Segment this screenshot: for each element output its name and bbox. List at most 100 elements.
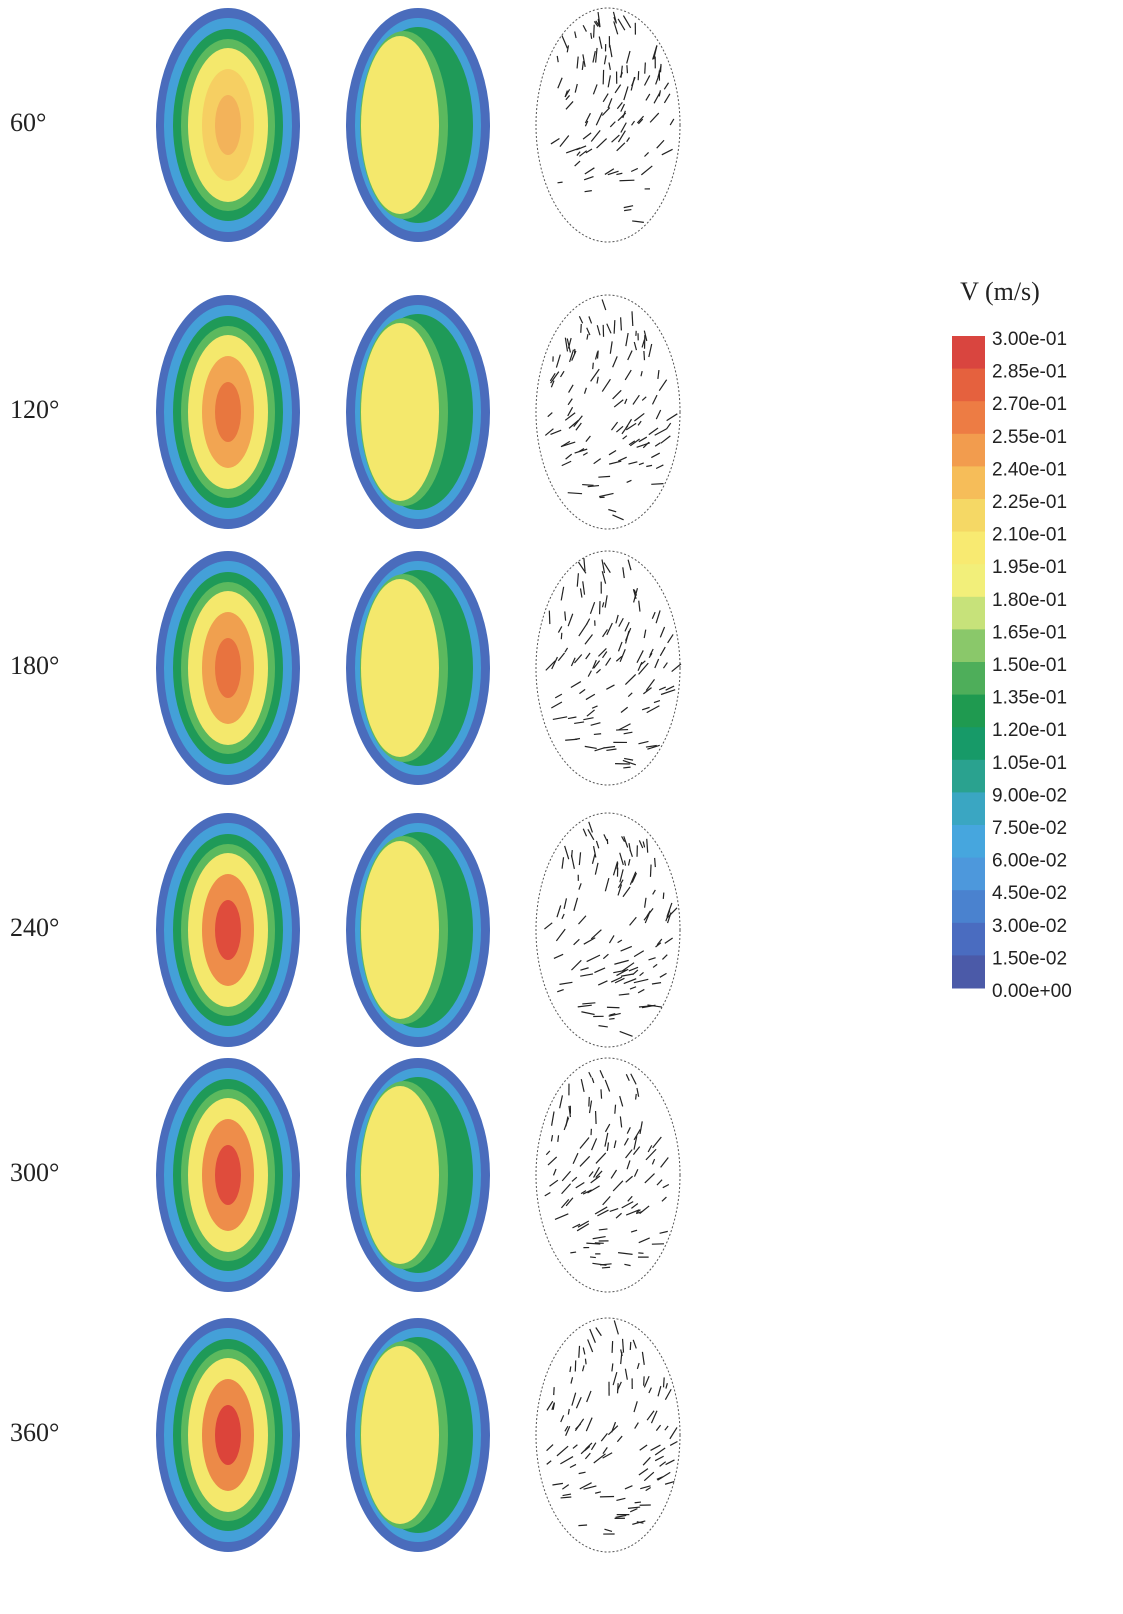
vector xyxy=(601,1089,602,1098)
vector xyxy=(617,863,618,870)
vector xyxy=(570,1366,571,1372)
vector xyxy=(651,484,663,485)
row-label: 300° xyxy=(10,1158,59,1187)
legend-title: V (m/s) xyxy=(960,277,1040,306)
colorbar-segment xyxy=(952,662,985,695)
vector xyxy=(627,65,628,73)
legend-label: 2.40e-01 xyxy=(992,459,1067,480)
vector xyxy=(596,1111,597,1124)
vector xyxy=(594,734,601,735)
colorbar-segment xyxy=(952,695,985,728)
vector xyxy=(609,1019,614,1020)
vector xyxy=(618,1383,619,1393)
legend-label: 2.55e-01 xyxy=(992,427,1067,448)
vector xyxy=(590,1257,596,1258)
legend-label: 6.00e-02 xyxy=(992,851,1067,872)
colorbar-segment xyxy=(952,760,985,793)
vector xyxy=(572,850,573,857)
vector-outline xyxy=(536,813,680,1047)
colorbar-segment xyxy=(952,792,985,825)
vector xyxy=(549,611,550,624)
vector xyxy=(558,1135,559,1142)
contour-band xyxy=(215,638,241,698)
colorbar-segment xyxy=(952,629,985,662)
colorbar-segment xyxy=(952,890,985,923)
vector xyxy=(655,858,656,867)
figure: V (m/s) 60° 120° 180° 240° 300° 360° 3.00e-01 2… xyxy=(0,0,1123,1614)
contour-band xyxy=(361,1346,439,1524)
colorbar-segment xyxy=(952,923,985,956)
vector xyxy=(594,25,595,38)
vector xyxy=(612,1341,613,1353)
legend-label: 3.00e-01 xyxy=(992,329,1067,350)
vector xyxy=(585,1359,586,1365)
row-label: 60° xyxy=(10,108,46,137)
contour-band xyxy=(361,1086,439,1264)
row-label: 120° xyxy=(10,395,59,424)
legend-label: 2.85e-01 xyxy=(992,362,1067,383)
vector xyxy=(663,893,664,899)
vector xyxy=(570,1252,576,1253)
vector xyxy=(614,320,615,334)
vector xyxy=(593,363,594,369)
contour-band xyxy=(215,1405,241,1465)
vector xyxy=(561,633,562,639)
vector xyxy=(636,1094,637,1100)
legend-label: 1.50e-02 xyxy=(992,948,1067,969)
vector xyxy=(644,351,645,360)
colorbar-segment xyxy=(952,858,985,891)
legend-label: 2.70e-01 xyxy=(992,394,1067,415)
colorbar-segment xyxy=(952,564,985,597)
vector xyxy=(645,62,646,73)
vector-outline xyxy=(536,295,680,529)
colorbar-segment xyxy=(952,466,985,499)
vector-outline xyxy=(536,8,680,242)
contour-band xyxy=(361,323,439,501)
contour-band xyxy=(215,900,241,960)
row-label: 360° xyxy=(10,1418,59,1447)
vector xyxy=(598,476,610,477)
colorbar-segment xyxy=(952,499,985,532)
vector xyxy=(581,324,582,333)
vector-outline xyxy=(536,1318,680,1552)
vector xyxy=(632,311,633,326)
colorbar-segment xyxy=(952,369,985,402)
vector xyxy=(602,1267,610,1268)
legend-label: 3.00e-02 xyxy=(992,916,1067,937)
vector xyxy=(615,1105,616,1114)
legend-label: 1.65e-01 xyxy=(992,622,1067,643)
vector xyxy=(578,1525,587,1526)
legend-label: 1.35e-01 xyxy=(992,688,1067,709)
vector xyxy=(621,317,622,330)
vector xyxy=(579,1346,580,1358)
colorbar-segment xyxy=(952,597,985,630)
legend-label: 1.50e-01 xyxy=(992,655,1067,676)
vector xyxy=(607,1007,620,1008)
legend-label: 1.80e-01 xyxy=(992,590,1067,611)
vector-outline xyxy=(536,1058,680,1292)
vector xyxy=(623,767,630,768)
colorbar-segment xyxy=(952,336,985,369)
legend-label: 2.25e-01 xyxy=(992,492,1067,513)
vector xyxy=(664,1377,665,1387)
contour-band xyxy=(215,95,241,155)
legend-label: 1.05e-01 xyxy=(992,753,1067,774)
row-label: 180° xyxy=(10,651,59,680)
legend-label: 9.00e-02 xyxy=(992,785,1067,806)
colorbar-segment xyxy=(952,532,985,565)
colorbar-segment xyxy=(952,825,985,858)
legend-label: 1.95e-01 xyxy=(992,557,1067,578)
vector xyxy=(598,351,599,359)
contour-band xyxy=(361,579,439,757)
contour-band xyxy=(361,36,439,214)
legend-label: 7.50e-02 xyxy=(992,818,1067,839)
contour-band xyxy=(361,841,439,1019)
colorbar-segment xyxy=(952,955,985,988)
colorbar-segment xyxy=(952,401,985,434)
vector xyxy=(582,485,593,486)
vector xyxy=(558,182,563,183)
row-label: 240° xyxy=(10,913,59,942)
contour-band xyxy=(215,1145,241,1205)
vector xyxy=(635,1502,641,1503)
colorbar-segment xyxy=(952,727,985,760)
